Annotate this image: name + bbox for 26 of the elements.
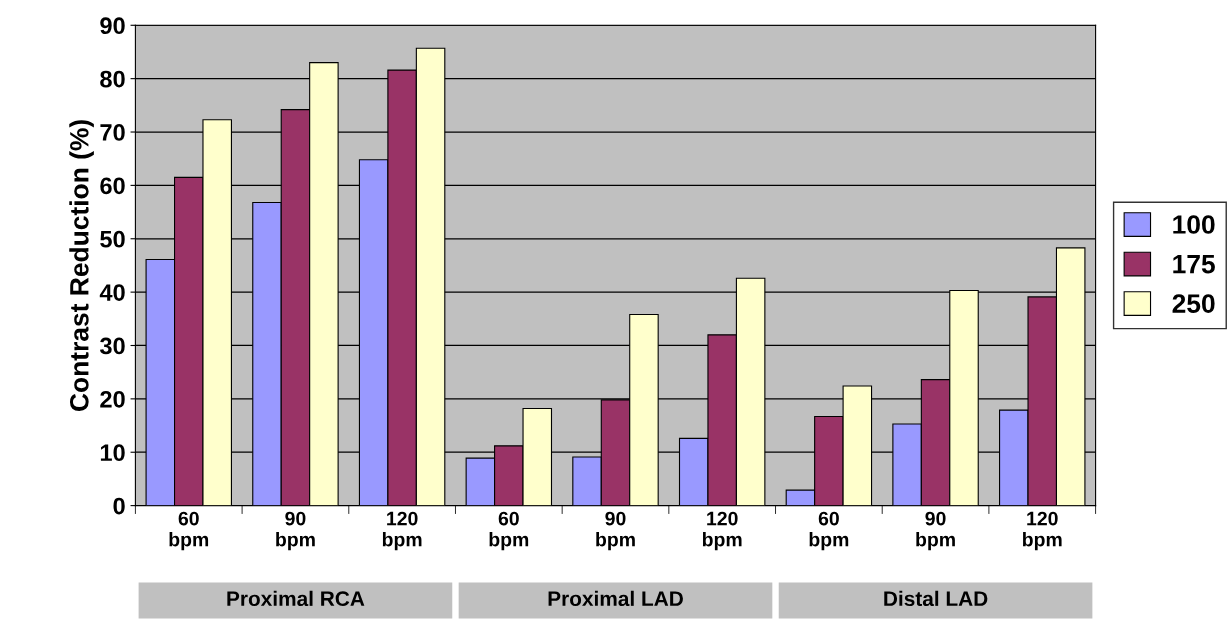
y-tick-label: 30: [99, 337, 125, 355]
x-tick-label: 120 bpm: [1023, 511, 1062, 551]
y-tick-label: 80: [100, 70, 125, 88]
x-tick-label: 120 bpm: [382, 511, 422, 551]
y-tick-label: 60: [100, 177, 125, 195]
x-tick-label: 90 bpm: [276, 511, 315, 551]
text: Proximal LAD: [548, 590, 683, 607]
legend-label: 175: [1173, 254, 1215, 274]
y-tick-label: 70: [100, 124, 125, 141]
y-tick-label: 0: [113, 497, 125, 515]
text: Proximal RCA: [227, 590, 365, 607]
x-tick-label: 120 bpm: [702, 511, 742, 551]
y-tick-label: 40: [99, 284, 125, 301]
y-tick-label: 20: [100, 390, 125, 408]
y-axis-title: Contrast Reduction (%): [69, 120, 94, 411]
y-tick-label: 90: [100, 17, 125, 35]
x-tick-label: 90 bpm: [916, 511, 955, 551]
y-tick-label: 10: [100, 444, 125, 462]
legend-label: 100: [1173, 215, 1215, 234]
x-tick-label: 60 bpm: [169, 511, 209, 551]
x-tick-label: 60 bpm: [809, 511, 849, 551]
x-tick-label: 90 bpm: [596, 511, 635, 551]
y-tick-label: 50: [100, 230, 125, 248]
text: Distal LAD: [884, 590, 988, 607]
legend-label: 250: [1172, 294, 1215, 313]
x-tick-label: 60 bpm: [489, 511, 529, 551]
